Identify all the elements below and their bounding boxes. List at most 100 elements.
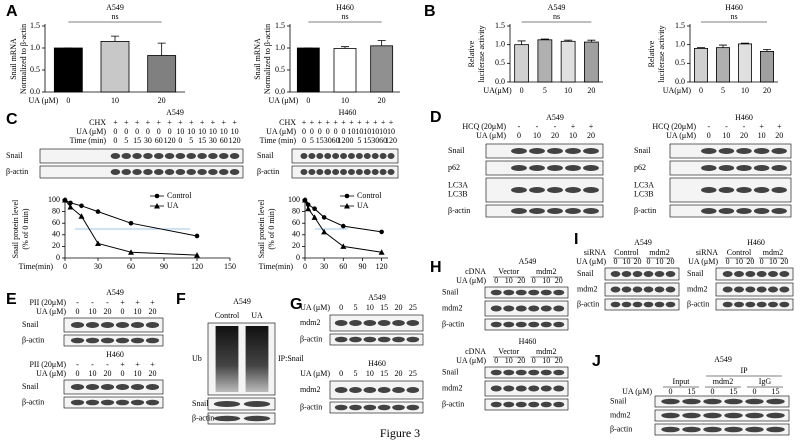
band [547, 165, 563, 171]
lane-label: 0 [726, 257, 730, 266]
band [100, 337, 115, 344]
marker [128, 249, 134, 255]
marker [67, 203, 74, 210]
band [229, 153, 240, 159]
band [340, 169, 348, 175]
band-label: Snail [442, 367, 459, 376]
error-bar [587, 39, 596, 43]
band [756, 286, 767, 293]
band [540, 321, 552, 328]
marker [128, 220, 134, 226]
band [703, 426, 722, 433]
lane-label: 0 [532, 276, 536, 285]
band [515, 401, 527, 408]
band [734, 286, 744, 293]
band-label: β-actin [687, 299, 709, 308]
band [387, 153, 395, 159]
band [145, 399, 160, 406]
condition-label: cDNA [465, 267, 486, 276]
lane-label: + [589, 122, 594, 131]
y-axis-label: luciferase activity [477, 25, 486, 82]
lane-label: 20 [517, 356, 525, 365]
condition-label: siRNA [584, 248, 606, 257]
group-label: IgG [759, 377, 772, 386]
lane-label: 20 [587, 131, 595, 140]
band [724, 398, 743, 405]
band [100, 399, 115, 406]
band [654, 301, 665, 308]
x-tick-label: 20 [763, 86, 771, 95]
bar [53, 47, 83, 93]
x-tick-label: 20 [158, 96, 166, 105]
lane-label: 10 [198, 127, 206, 136]
x-tick-label: 0 [699, 86, 703, 95]
y-tick-label: 40 [292, 230, 300, 239]
band [745, 301, 756, 308]
band [406, 404, 420, 411]
band [85, 384, 100, 390]
y-axis-label: (% of 0 min) [21, 208, 30, 249]
lane-label: 60 [379, 136, 387, 145]
lane-label: 0 [339, 303, 343, 312]
y-tick-label: 40 [52, 230, 60, 239]
lane-label: 0 [349, 136, 353, 145]
band [718, 187, 735, 193]
band [490, 385, 502, 392]
lane-label: 10 [623, 257, 631, 266]
blot-title: A549 [106, 288, 124, 297]
y-tick-label: 0 [296, 253, 300, 262]
band [547, 148, 563, 154]
condition-label: PII (20μM) [29, 298, 66, 307]
x-axis-label: UA(μM) [483, 86, 512, 95]
y-tick-label: 0.0 [30, 87, 40, 96]
x-tick-label: 60 [339, 262, 347, 271]
lane-label: 5 [354, 369, 358, 378]
band [682, 398, 701, 405]
lane-label: + [150, 360, 155, 369]
y-axis-label: Relative [647, 40, 656, 67]
lane-label: - [707, 122, 710, 131]
lane-label: 60 [220, 136, 228, 145]
legend-label: Control [167, 191, 192, 200]
band [779, 301, 790, 308]
lane-label: 15 [380, 303, 388, 312]
x-axis-label: Time(min) [259, 262, 294, 271]
y-tick-label: 80 [292, 206, 300, 215]
band [110, 153, 121, 159]
band [377, 320, 391, 326]
band-label: β-actin [300, 402, 322, 411]
lane-label: 0 [76, 369, 80, 378]
lane-label: 10 [735, 257, 743, 266]
lane-label: 20 [740, 131, 748, 140]
band [766, 412, 785, 419]
lane-label: 20 [775, 131, 783, 140]
marker [95, 240, 101, 246]
lane-label: 120 [229, 136, 241, 145]
band [70, 337, 85, 344]
lane-label: 20 [395, 303, 403, 312]
lane-label: + [146, 118, 151, 127]
legend-marker [344, 203, 350, 209]
band [164, 153, 175, 159]
lane-label: - [106, 298, 109, 307]
lane-label: 10 [366, 369, 374, 378]
lane-label: 10 [366, 303, 374, 312]
band [665, 286, 676, 293]
annotation: ns [553, 12, 560, 21]
x-tick-label: 5 [543, 86, 547, 95]
band [511, 148, 527, 154]
band [722, 271, 733, 277]
band [229, 169, 240, 175]
y-axis-label: Relative [467, 40, 476, 67]
lane-label: 10 [363, 127, 371, 136]
bar [296, 47, 320, 93]
lane-label: 60 [332, 136, 340, 145]
y-tick-label: 0.5 [495, 58, 505, 67]
blot-title: H460 [368, 359, 386, 368]
band [406, 320, 420, 326]
band [110, 169, 121, 175]
band [756, 301, 767, 308]
band [665, 301, 676, 308]
band [724, 426, 743, 433]
